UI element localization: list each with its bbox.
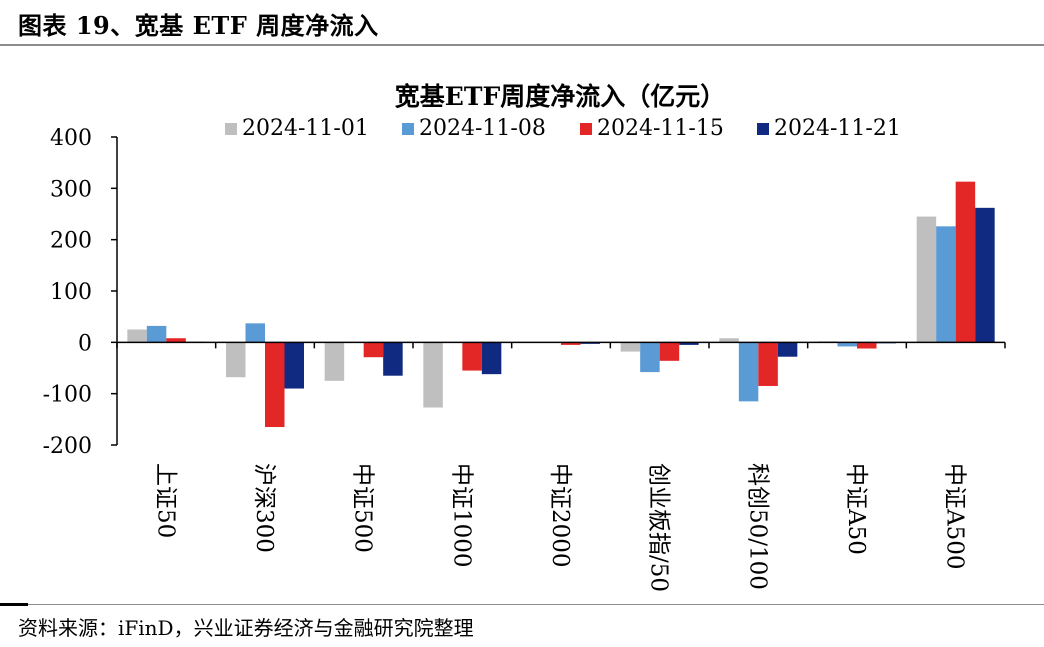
bar [659, 342, 680, 361]
x-category-label: 上证50 [152, 463, 178, 538]
bar [265, 342, 285, 428]
bar [620, 342, 641, 352]
bar [561, 342, 581, 345]
legend: 2024-11-01 2024-11-08 2024-11-15 2024-11-21 [225, 116, 901, 141]
y-tick-label: -200 [43, 434, 92, 459]
y-tick-label: -100 [43, 383, 92, 408]
legend-swatch [402, 123, 414, 135]
x-category-label: 沪深300 [251, 463, 277, 553]
y-tick-label: 100 [50, 280, 92, 305]
bar [679, 342, 699, 345]
bar [383, 342, 403, 376]
y-axis: -200 -100 0 100 200 300 400 [43, 126, 118, 459]
bar [284, 342, 304, 389]
bar [462, 342, 482, 371]
figure-caption: 图表 19、宽基 ETF 周度净流入 [18, 11, 379, 40]
y-tick-label: 200 [50, 229, 92, 254]
bar [719, 338, 739, 343]
y-tick-label: 400 [50, 126, 92, 151]
bar [146, 325, 167, 343]
x-category-label: 中证1000 [448, 463, 474, 568]
x-category-label: 创业板指/50 [646, 463, 672, 592]
legend-swatch [757, 123, 769, 135]
bar [245, 323, 265, 343]
bar-chart: 宽基ETF周度净流入（亿元） 2024-11-01 2024-11-08 2024-… [43, 82, 1006, 592]
bar [758, 342, 778, 386]
bar [857, 342, 877, 349]
x-category-label: 中证2000 [547, 463, 573, 568]
bar [955, 181, 976, 343]
bar [916, 216, 937, 343]
legend-swatch [225, 123, 237, 135]
legend-label: 2024-11-08 [419, 116, 546, 141]
bar [166, 338, 186, 343]
legend-label: 2024-11-15 [597, 116, 724, 141]
y-tick-label: 0 [78, 331, 92, 356]
bar [324, 342, 345, 381]
x-category-label: 中证500 [350, 463, 376, 553]
bar [640, 342, 660, 373]
chart-title: 宽基ETF周度净流入（亿元） [395, 82, 725, 111]
bar [481, 342, 502, 375]
bar [127, 329, 147, 343]
bar [226, 342, 246, 378]
legend-label: 2024-11-21 [774, 116, 901, 141]
x-category-label: 科创50/100 [744, 463, 770, 590]
bar [363, 342, 384, 358]
bar [738, 342, 759, 402]
legend-label: 2024-11-01 [242, 116, 369, 141]
top-divider [0, 44, 1044, 46]
bar [423, 342, 443, 408]
x-axis: 上证50 沪深300 中证500 中证1000 中证2000 创业板指/50 科创50/10… [116, 341, 1006, 592]
source-note: 资料来源：iFinD，兴业证券经济与金融研究院整理 [18, 616, 474, 640]
bar [777, 342, 798, 357]
bar [580, 342, 600, 344]
bar [936, 226, 956, 343]
bottom-divider [0, 604, 1044, 605]
x-category-label: 中证A500 [942, 463, 968, 570]
y-tick-label: 300 [50, 177, 92, 202]
bar [837, 342, 857, 347]
legend-swatch [580, 123, 592, 135]
bar [975, 207, 995, 343]
x-category-label: 中证A50 [843, 463, 869, 555]
bottom-divider-accent [0, 603, 28, 606]
bars [127, 181, 995, 428]
